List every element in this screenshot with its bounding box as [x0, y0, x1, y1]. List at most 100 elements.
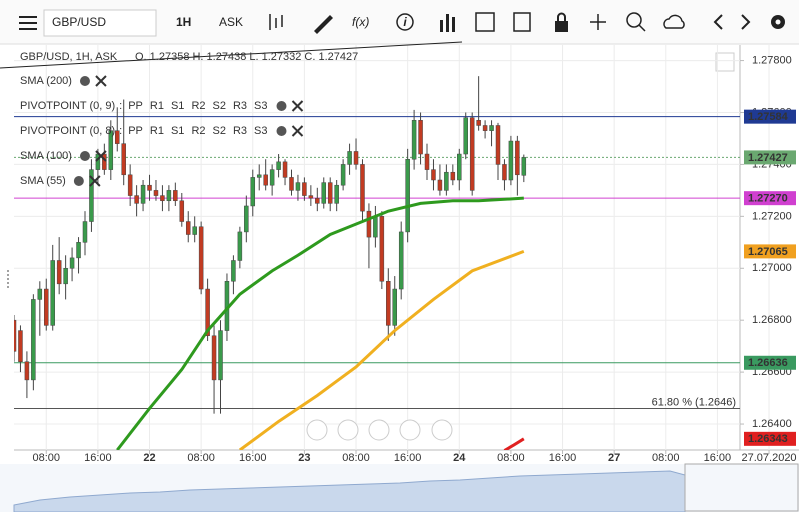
info-button[interactable]	[396, 13, 414, 31]
popout-button[interactable]	[715, 52, 735, 72]
side[interactable]: ASK	[219, 15, 243, 29]
zoom-out[interactable]	[337, 419, 359, 441]
trend-line	[0, 41, 463, 69]
candle-body	[127, 174, 133, 196]
lock-button[interactable]	[555, 12, 568, 33]
draw-button[interactable]	[314, 15, 333, 34]
legend-settings[interactable]	[73, 176, 84, 186]
legend-settings[interactable]	[79, 76, 90, 86]
sma-line	[116, 196, 524, 450]
candle-body	[302, 182, 307, 196]
candle-body	[269, 169, 275, 186]
legend-remove[interactable]	[291, 125, 304, 137]
y-tick-label: 1.27200	[752, 210, 792, 222]
menu-button[interactable]	[19, 16, 37, 30]
candle-body	[76, 242, 81, 259]
cloud-button[interactable]	[663, 14, 685, 29]
candle-body	[153, 190, 159, 196]
legend-remove[interactable]	[89, 175, 101, 187]
legend-settings[interactable]	[79, 151, 90, 161]
candle-body	[147, 184, 152, 191]
candle-body	[18, 330, 23, 362]
candle-body	[134, 195, 139, 204]
candle-body	[457, 153, 462, 181]
forward-button[interactable]	[741, 14, 751, 30]
x-tick-label: 27.07.2020	[742, 452, 797, 464]
candle-body	[424, 153, 430, 170]
zoom-in[interactable]	[399, 419, 421, 441]
candle-body	[373, 216, 378, 238]
navigator	[0, 463, 799, 512]
chart-type-button[interactable]	[269, 14, 283, 30]
candle-body	[482, 125, 488, 131]
navigator-window[interactable]	[684, 463, 799, 512]
pivot-item: S2	[213, 125, 226, 137]
candle-body	[198, 226, 204, 290]
candle-body	[418, 120, 423, 155]
pivot-item: S1	[171, 100, 184, 112]
candle-body	[450, 171, 456, 181]
candle-body	[360, 164, 365, 212]
x-tick-label: 23	[298, 452, 310, 464]
candle-body	[308, 195, 314, 199]
price-label-box	[744, 150, 796, 165]
candle-body	[321, 182, 327, 204]
zoom-button[interactable]	[626, 12, 646, 32]
indicators-button[interactable]: f(x)	[352, 15, 369, 29]
legend-label: SMA (100)	[20, 150, 72, 162]
candle-body	[205, 288, 210, 337]
interval[interactable]: 1H	[176, 15, 191, 29]
x-tick-label: 16:00	[549, 452, 577, 464]
symbol-box[interactable]	[43, 9, 157, 37]
candle-body	[386, 281, 391, 326]
candle-body	[50, 260, 55, 326]
settings-hole	[775, 19, 781, 25]
candle-body	[218, 330, 223, 381]
pivot-item: R1	[150, 125, 164, 137]
pivot-item: R3	[233, 125, 247, 137]
candle-body	[379, 216, 385, 282]
candle-body	[476, 120, 481, 126]
calendar-button[interactable]	[475, 12, 495, 32]
candle-body	[244, 205, 249, 233]
x-tick-label: 08:00	[342, 452, 370, 464]
back-button[interactable]	[713, 14, 723, 30]
x-tick-label: 16:00	[394, 452, 422, 464]
candle-body	[44, 288, 49, 326]
candle-body	[431, 169, 436, 181]
pivot-prefix: :	[119, 125, 122, 137]
pivot-item: S3	[254, 100, 267, 112]
candle-body	[185, 221, 191, 235]
candle-body	[463, 117, 468, 155]
candle-body	[192, 226, 197, 235]
fib-label: 61.80 % (1.2646)	[652, 396, 736, 408]
candle-body	[327, 182, 333, 204]
legend-remove[interactable]	[291, 100, 304, 112]
candle-body	[82, 221, 88, 243]
legend-remove[interactable]	[95, 150, 107, 162]
scroll-right[interactable]	[431, 419, 453, 441]
studies-button[interactable]	[440, 14, 455, 32]
candle-body	[405, 158, 410, 233]
scroll-left[interactable]	[306, 419, 328, 441]
x-tick-label: 08:00	[497, 452, 525, 464]
candle-body	[256, 174, 262, 178]
legend-settings[interactable]	[276, 101, 287, 111]
x-tick-label: 24	[453, 452, 466, 464]
legend-remove[interactable]	[95, 75, 107, 87]
x-tick-label: 08:00	[33, 452, 61, 464]
candle-body	[89, 169, 94, 222]
price-label: 1.27584	[748, 111, 789, 123]
reset[interactable]	[368, 419, 390, 441]
candle-body	[276, 161, 281, 170]
candle-body	[411, 120, 417, 160]
candle-body	[108, 130, 114, 170]
pivot-item: S3	[254, 125, 267, 137]
candle-body	[495, 125, 501, 165]
toolbar: GBP/USD 1H ASK f(x) i	[0, 0, 799, 45]
candle-body	[315, 197, 320, 204]
crosshair-button[interactable]	[590, 14, 606, 30]
price-label: 1.27065	[748, 246, 788, 258]
news-button[interactable]	[513, 12, 531, 32]
legend-settings[interactable]	[276, 126, 287, 136]
